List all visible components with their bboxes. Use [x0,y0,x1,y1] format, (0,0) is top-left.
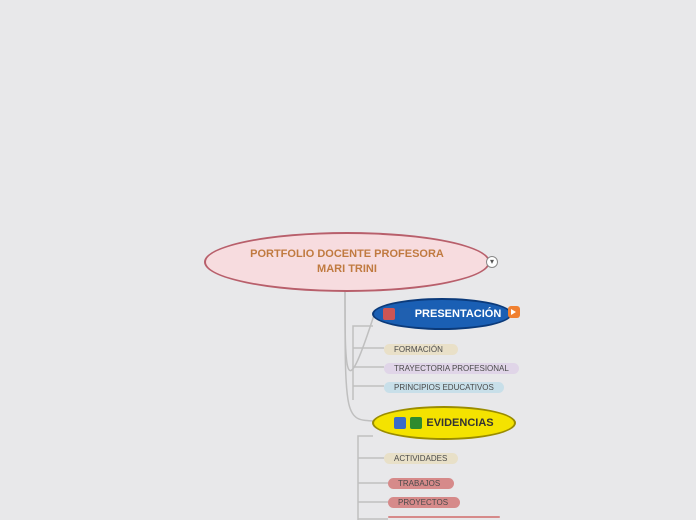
sub-node-label: PROYECTOS [398,498,448,507]
sub-node-label: TRAYECTORIA PROFESIONAL [394,364,509,373]
mid-node-presentacion[interactable]: PRESENTACIÓN [372,298,512,330]
sub-node-label: ACTIVIDADES [394,454,447,463]
root-node-label: PORTFOLIO DOCENTE PROFESORA MARI TRINI [250,247,444,278]
house-icon [383,308,395,320]
mid-node-evidencias[interactable]: EVIDENCIAS [372,406,516,440]
sub-node-label: FORMACIÓN [394,345,443,354]
person-icon [399,308,411,320]
sub-node[interactable]: ACTIVIDADES [384,453,458,464]
mid-node-label: PRESENTACIÓN [415,308,502,320]
sub-node-label: PRINCIPIOS EDUCATIVOS [394,383,494,392]
arrow-right-icon[interactable] [508,306,520,318]
monitor-icon [394,417,406,429]
mindmap-canvas: PORTFOLIO DOCENTE PROFESORA MARI TRINI ▾… [0,0,696,520]
root-node[interactable]: PORTFOLIO DOCENTE PROFESORA MARI TRINI [204,232,490,292]
expand-icon[interactable]: ▾ [486,256,498,268]
mid-node-label: EVIDENCIAS [426,417,493,429]
sub-node[interactable]: PRINCIPIOS EDUCATIVOS [384,382,504,393]
sub-node-label: TRABAJOS [398,479,440,488]
sub-node[interactable]: TRABAJOS [388,478,454,489]
sub-node[interactable]: PROYECTOS [388,497,460,508]
books-icon [410,417,422,429]
sub-node[interactable]: FORMACIÓN [384,344,458,355]
sub-node[interactable]: TRAYECTORIA PROFESIONAL [384,363,519,374]
sub-node[interactable] [388,516,500,518]
